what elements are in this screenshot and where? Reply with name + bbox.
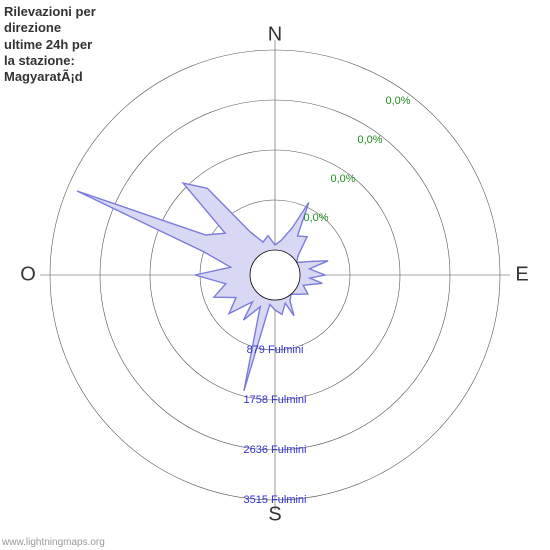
pct-label: 0,0% [385, 95, 410, 107]
chart-wrap: Rilevazioni per direzione ultime 24h per… [0, 0, 550, 550]
axis-label-o: O [20, 264, 36, 287]
fulmini-label: 3515 Fulmini [244, 494, 307, 506]
axis-label-n: N [268, 24, 282, 47]
pct-label: 0,0% [303, 212, 328, 224]
pct-label: 0,0% [357, 134, 382, 146]
fulmini-label: 1758 Fulmini [244, 394, 307, 406]
footer-credit: www.lightningmaps.org [2, 537, 105, 548]
pct-label: 0,0% [330, 173, 355, 185]
axis-label-e: E [515, 264, 528, 287]
fulmini-label: 2636 Fulmini [244, 444, 307, 456]
fulmini-label: 879 Fulmini [247, 344, 304, 356]
polar-chart-svg [0, 0, 550, 550]
axis-label-s: S [268, 504, 281, 527]
